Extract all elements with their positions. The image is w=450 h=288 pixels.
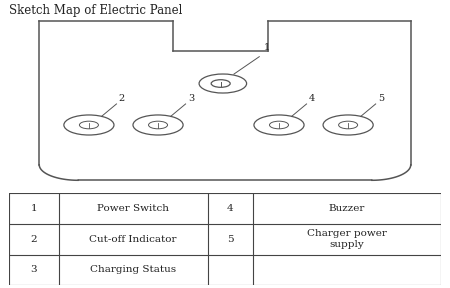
Text: Charger power
supply: Charger power supply [307, 230, 387, 249]
Text: Buzzer: Buzzer [329, 204, 365, 213]
Text: 1: 1 [264, 43, 270, 52]
Text: Cut-off Indicator: Cut-off Indicator [90, 235, 177, 244]
Text: 4: 4 [227, 204, 234, 213]
Text: 3: 3 [31, 265, 37, 274]
Text: Power Switch: Power Switch [97, 204, 169, 213]
Text: Sketch Map of Electric Panel: Sketch Map of Electric Panel [9, 4, 182, 17]
Text: 3: 3 [188, 94, 194, 103]
Text: 2: 2 [119, 94, 125, 103]
Text: 4: 4 [309, 94, 315, 103]
Text: 2: 2 [31, 235, 37, 244]
Text: 5: 5 [227, 235, 234, 244]
Text: Charging Status: Charging Status [90, 265, 176, 274]
Text: 5: 5 [378, 94, 384, 103]
Text: 1: 1 [31, 204, 37, 213]
